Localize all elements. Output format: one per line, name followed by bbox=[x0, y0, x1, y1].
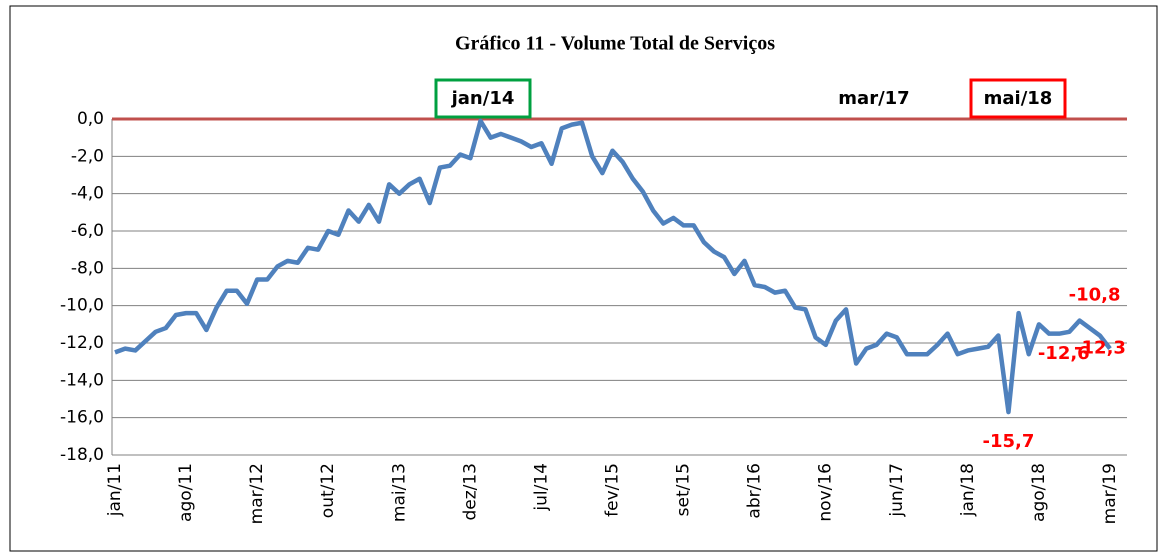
y-tick-label: 0,0 bbox=[77, 109, 104, 129]
x-tick-label: mar/19 bbox=[1100, 463, 1120, 524]
chart-frame bbox=[9, 5, 1158, 552]
series-line bbox=[114, 118, 1112, 415]
data-label: -10,8 bbox=[1069, 285, 1121, 306]
annotation-box bbox=[434, 78, 532, 119]
x-tick-label: nov/16 bbox=[816, 463, 836, 522]
annotation-box bbox=[969, 78, 1067, 119]
y-tick-label: -2,0 bbox=[71, 146, 104, 166]
y-tick-label: -10,0 bbox=[60, 296, 104, 316]
x-tick-label: set/15 bbox=[674, 463, 694, 516]
x-tick-label: dez/13 bbox=[460, 463, 480, 521]
y-tick-label: -8,0 bbox=[71, 258, 104, 278]
x-tick-label: ago/18 bbox=[1029, 463, 1049, 522]
x-tick-label: out/12 bbox=[318, 463, 338, 518]
y-tick-label: -18,0 bbox=[60, 445, 104, 465]
annotation: mai/18 bbox=[984, 88, 1053, 109]
x-tick-label: abr/16 bbox=[745, 463, 765, 519]
chart-title: Gráfico 11 - Volume Total de Serviços bbox=[455, 33, 775, 55]
x-tick-label: mar/12 bbox=[247, 463, 267, 524]
x-tick-label: jan/11 bbox=[105, 463, 125, 517]
y-tick-label: -4,0 bbox=[71, 184, 104, 204]
y-tick-label: -12,0 bbox=[60, 333, 104, 353]
x-tick-label: jun/17 bbox=[887, 463, 907, 518]
data-label: -15,7 bbox=[983, 431, 1035, 452]
y-tick-label: -6,0 bbox=[71, 221, 104, 241]
y-tick-label: -16,0 bbox=[60, 408, 104, 428]
x-tick-label: jan/18 bbox=[958, 463, 978, 517]
annotation: jan/14 bbox=[451, 88, 515, 109]
data-label: -12,3 bbox=[1074, 338, 1126, 359]
x-tick-label: mai/13 bbox=[389, 463, 409, 522]
x-tick-label: jul/14 bbox=[531, 463, 551, 512]
x-tick-label: fev/15 bbox=[603, 463, 623, 517]
annotation: mar/17 bbox=[838, 88, 909, 109]
data-label: -12,6 bbox=[1038, 343, 1090, 364]
y-tick-label: -14,0 bbox=[60, 370, 104, 390]
x-tick-label: ago/11 bbox=[176, 463, 196, 522]
